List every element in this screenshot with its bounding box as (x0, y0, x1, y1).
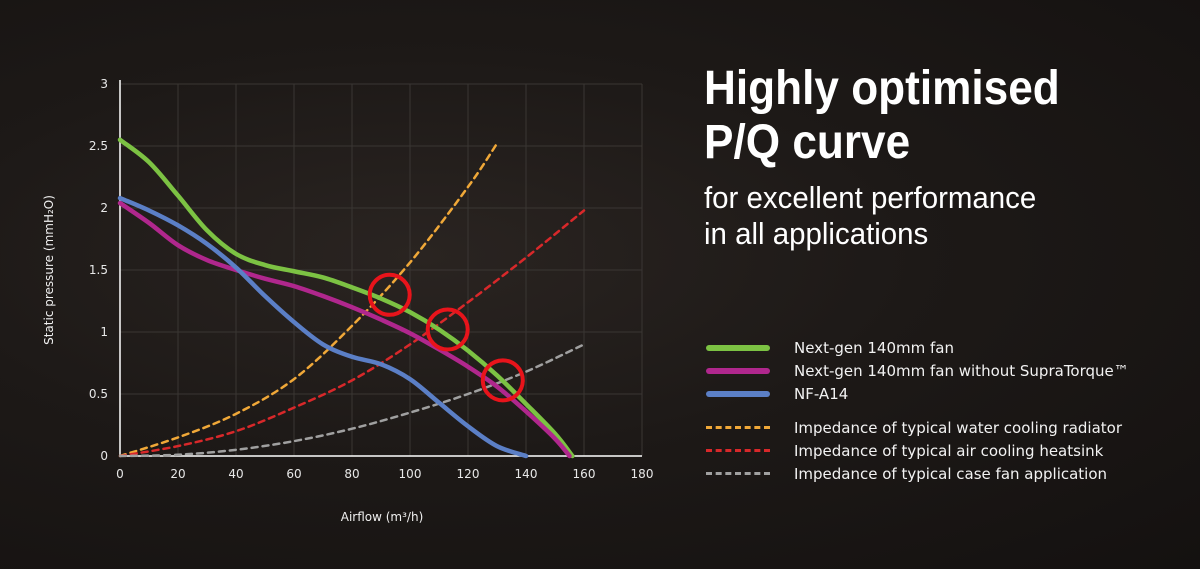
series-line-3 (117, 195, 529, 459)
y-axis-label: Static pressure (mmH₂O) (42, 195, 56, 345)
x-tick-label: 140 (515, 467, 538, 481)
headline: Highly optimised P/Q curve for excellent… (704, 62, 1184, 252)
legend-item-3: NF-A14 (706, 382, 1129, 405)
legend-item-1: Next-gen 140mm fan (706, 336, 1129, 359)
legend-swatch (706, 426, 770, 429)
subheadline-line-1: for excellent performance (704, 180, 1037, 215)
legend-item-5: Impedance of typical air cooling heatsin… (706, 439, 1129, 462)
x-tick-label: 0 (116, 467, 124, 481)
legend-item-4: Impedance of typical water cooling radia… (706, 416, 1129, 439)
series-lines (117, 137, 586, 459)
operating-point-marker-1 (367, 272, 412, 317)
y-tick-label: 3 (100, 77, 108, 91)
pq-chart: 0 20 40 60 80 100 120 140 160 180 0 0.5 1 1.5 2 2.5 3 Ai… (42, 77, 654, 524)
operating-point-marker-2 (425, 307, 470, 352)
legend-swatch (706, 367, 770, 374)
legend-swatch (706, 344, 770, 351)
series-line-1 (117, 137, 575, 459)
legend-swatch (706, 390, 770, 397)
x-tick-label: 160 (573, 467, 596, 481)
x-tick-label: 180 (631, 467, 654, 481)
legend-swatch (706, 449, 770, 452)
legend-label: Impedance of typical air cooling heatsin… (794, 441, 1104, 460)
legend-label: NF-A14 (794, 384, 849, 403)
x-tick-label: 60 (286, 467, 301, 481)
y-tick-label: 0.5 (89, 387, 108, 401)
legend-label: Impedance of typical case fan applicatio… (794, 464, 1108, 483)
subheadline: for excellent performance in all applica… (704, 180, 1160, 252)
legend-label: Impedance of typical water cooling radia… (794, 418, 1123, 437)
legend-label: Next-gen 140mm fan without SupraTorque™ (794, 361, 1129, 380)
grid (120, 83, 643, 456)
y-tick-label: 1.5 (89, 263, 108, 277)
operating-point-marker-3 (480, 358, 525, 403)
legend-swatch (706, 472, 770, 475)
x-tick-label: 120 (457, 467, 480, 481)
series-line-6 (118, 343, 586, 458)
legend-label: Next-gen 140mm fan (794, 338, 954, 357)
x-tick-label: 100 (399, 467, 422, 481)
headline-line-1: Highly optimised (704, 62, 1060, 115)
legend-item-2: Next-gen 140mm fan without SupraTorque™ (706, 359, 1129, 382)
series-line-5 (118, 209, 586, 458)
x-tick-label: 80 (344, 467, 359, 481)
legend-gap (706, 405, 1129, 416)
series-line-2 (117, 200, 572, 459)
x-tick-label: 20 (170, 467, 185, 481)
headline-line-2: P/Q curve (704, 116, 911, 169)
legend-item-6: Impedance of typical case fan applicatio… (706, 462, 1129, 485)
y-tick-label: 1 (100, 325, 108, 339)
y-tick-label: 2 (100, 201, 108, 215)
x-axis-label: Airflow (m³/h) (341, 510, 424, 524)
series-line-4 (118, 142, 499, 458)
subheadline-line-2: in all applications (704, 216, 929, 251)
y-tick-label: 0 (100, 449, 108, 463)
tick-labels: 0 20 40 60 80 100 120 140 160 180 0 0.5 1 1.5 2 2.5 3 (89, 77, 654, 481)
operating-point-markers (367, 272, 525, 403)
axes (119, 80, 642, 457)
y-tick-label: 2.5 (89, 139, 108, 153)
x-tick-label: 40 (228, 467, 243, 481)
legend: Next-gen 140mm fan Next-gen 140mm fan wit… (706, 336, 1129, 485)
